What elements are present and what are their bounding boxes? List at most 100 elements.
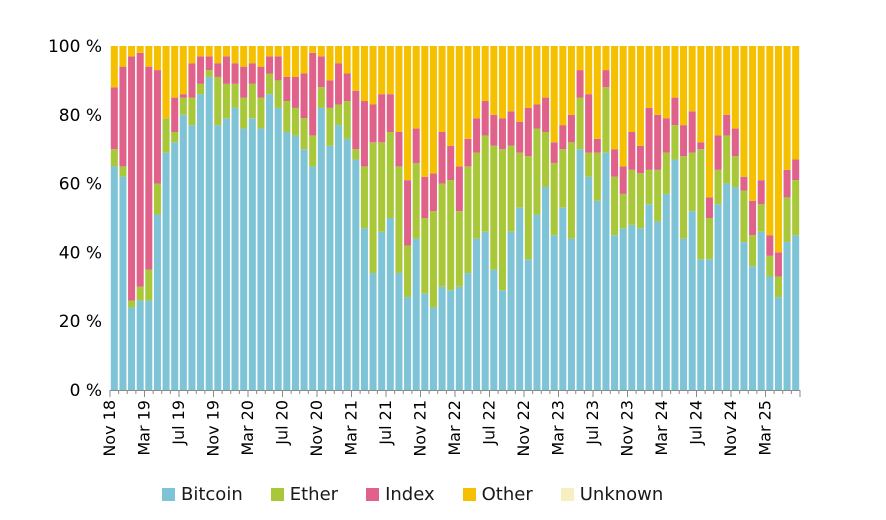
bar-segment-ether bbox=[705, 218, 713, 260]
bar-segment-ether bbox=[611, 176, 619, 236]
bar-segment-bitcoin bbox=[309, 166, 317, 390]
bar-segment-other bbox=[464, 46, 472, 139]
bar-segment-index bbox=[291, 76, 299, 108]
bar-segment-ether bbox=[757, 204, 765, 232]
bar-segment-ether bbox=[783, 197, 791, 243]
bar-segment-bitcoin bbox=[792, 235, 800, 390]
bar-segment-other bbox=[300, 46, 308, 74]
bar-segment-ether bbox=[731, 156, 739, 188]
bar-segment-bitcoin bbox=[110, 166, 118, 390]
bar-segment-other bbox=[386, 46, 394, 95]
bar-segment-bitcoin bbox=[524, 259, 532, 390]
bar-segment-bitcoin bbox=[731, 187, 739, 390]
bar-segment-other bbox=[516, 46, 524, 122]
bar-segment-index bbox=[317, 56, 325, 88]
bar-segment-ether bbox=[447, 180, 455, 291]
bar-segment-index bbox=[593, 138, 601, 153]
bar-segment-ether bbox=[559, 149, 567, 208]
bar-segment-bitcoin bbox=[153, 214, 161, 390]
bar-segment-other bbox=[179, 46, 187, 95]
bar-segment-other bbox=[110, 46, 118, 88]
bar-segment-bitcoin bbox=[628, 224, 636, 390]
bar-segment-other bbox=[248, 46, 256, 64]
bar-segment-ether bbox=[438, 183, 446, 287]
bar-segment-bitcoin bbox=[783, 242, 791, 390]
bar-segment-other bbox=[611, 46, 619, 150]
bar-segment-ether bbox=[723, 135, 731, 184]
bar-segment-ether bbox=[343, 101, 351, 139]
bar-segment-ether bbox=[490, 145, 498, 270]
bar-segment-index bbox=[550, 142, 558, 163]
bar-segment-ether bbox=[404, 245, 412, 298]
bar-segment-bitcoin bbox=[179, 114, 187, 391]
bar-segment-bitcoin bbox=[378, 231, 386, 390]
bar-segment-index bbox=[179, 94, 187, 98]
bar-segment-ether bbox=[654, 169, 662, 222]
x-tick-label: Jul 21 bbox=[376, 400, 395, 446]
bar-segment-other bbox=[567, 46, 575, 115]
bar-segment-index bbox=[766, 235, 774, 256]
bar-segment-bitcoin bbox=[774, 297, 782, 390]
legend-label-ether: Ether bbox=[289, 484, 339, 505]
bar-segment-other bbox=[542, 46, 550, 98]
bar-segment-ether bbox=[136, 286, 144, 301]
bar-segment-index bbox=[757, 180, 765, 205]
bar-segment-bitcoin bbox=[611, 235, 619, 390]
x-tick-label: Mar 19 bbox=[135, 400, 154, 456]
bar-segment-index bbox=[654, 114, 662, 170]
bar-segment-ether bbox=[240, 97, 248, 129]
bar-segment-index bbox=[369, 104, 377, 143]
bar-segment-index bbox=[585, 94, 593, 153]
bar-segment-bitcoin bbox=[386, 218, 394, 390]
bar-segment-index bbox=[300, 73, 308, 119]
bar-segment-index bbox=[464, 138, 472, 167]
bar-segment-index bbox=[257, 66, 265, 98]
bar-segment-bitcoin bbox=[145, 300, 153, 390]
bar-segment-other bbox=[266, 46, 274, 57]
bar-segment-ether bbox=[188, 97, 196, 126]
x-tick-label: Nov 22 bbox=[514, 400, 533, 457]
x-axis: Nov 18 Mar 19 Jul 19 Nov 19 Mar 20 Jul 20 Nov … bbox=[100, 390, 801, 457]
bar-segment-bitcoin bbox=[645, 204, 653, 390]
x-tick-label: Nov 21 bbox=[411, 400, 430, 457]
bar-segment-other bbox=[585, 46, 593, 95]
bar-segment-index bbox=[680, 125, 688, 157]
bar-segment-other bbox=[205, 46, 213, 57]
bar-segment-ether bbox=[352, 149, 360, 160]
bar-segment-index bbox=[447, 145, 455, 181]
bar-segment-other bbox=[404, 46, 412, 181]
bar-segment-index bbox=[740, 176, 748, 191]
bar-segment-index bbox=[662, 118, 670, 153]
x-tick-label: Jul 24 bbox=[687, 400, 706, 446]
bar-segment-index bbox=[335, 63, 343, 105]
bar-segment-ether bbox=[145, 269, 153, 301]
y-tick-label: 100 % bbox=[48, 37, 102, 57]
bar-segment-index bbox=[628, 132, 636, 170]
bar-segment-ether bbox=[153, 183, 161, 215]
bar-segment-other bbox=[395, 46, 403, 132]
bar-segment-other bbox=[559, 46, 567, 126]
x-tick-label: Mar 21 bbox=[342, 400, 361, 456]
bar-segment-index bbox=[352, 90, 360, 150]
bar-segment-other bbox=[429, 46, 437, 174]
bar-segment-bitcoin bbox=[671, 159, 679, 390]
bar-segment-other bbox=[317, 46, 325, 57]
x-tick-label: Nov 23 bbox=[618, 400, 637, 457]
bar-segment-index bbox=[714, 135, 722, 170]
bar-segment-index bbox=[231, 63, 239, 84]
bar-segment-ether bbox=[378, 142, 386, 232]
legend-label-other: Other bbox=[481, 484, 533, 505]
bar-segment-bitcoin bbox=[412, 238, 420, 390]
bar-segment-other bbox=[119, 46, 127, 67]
x-tick-label: Jul 19 bbox=[169, 400, 188, 446]
bar-segment-bitcoin bbox=[585, 176, 593, 390]
bar-segment-other bbox=[593, 46, 601, 139]
bar-segment-ether bbox=[498, 149, 506, 291]
bar-segment-ether bbox=[412, 162, 420, 239]
bar-segment-bitcoin bbox=[576, 149, 584, 390]
bar-segment-index bbox=[481, 101, 489, 136]
bar-segment-ether bbox=[291, 107, 299, 136]
bar-segment-index bbox=[567, 114, 575, 143]
bar-segment-other bbox=[749, 46, 757, 201]
bar-segment-other bbox=[671, 46, 679, 98]
